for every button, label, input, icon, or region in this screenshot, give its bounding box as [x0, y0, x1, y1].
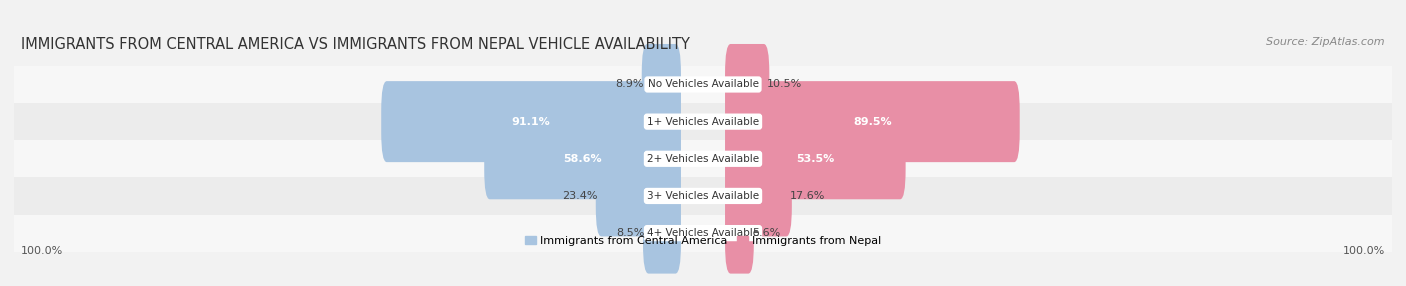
Text: 8.9%: 8.9%	[616, 80, 644, 90]
FancyBboxPatch shape	[725, 118, 905, 199]
Text: 8.5%: 8.5%	[617, 228, 645, 238]
Text: No Vehicles Available: No Vehicles Available	[648, 80, 758, 90]
Text: 23.4%: 23.4%	[562, 191, 598, 201]
Text: IMMIGRANTS FROM CENTRAL AMERICA VS IMMIGRANTS FROM NEPAL VEHICLE AVAILABILITY: IMMIGRANTS FROM CENTRAL AMERICA VS IMMIG…	[21, 37, 690, 52]
Bar	[14, 140, 1392, 177]
Text: 100.0%: 100.0%	[21, 246, 63, 256]
FancyBboxPatch shape	[641, 44, 681, 125]
FancyBboxPatch shape	[643, 192, 681, 274]
Text: 10.5%: 10.5%	[768, 80, 803, 90]
Text: 53.5%: 53.5%	[796, 154, 834, 164]
FancyBboxPatch shape	[725, 192, 754, 274]
FancyBboxPatch shape	[725, 44, 769, 125]
Text: 2+ Vehicles Available: 2+ Vehicles Available	[647, 154, 759, 164]
Text: 5.6%: 5.6%	[752, 228, 780, 238]
Text: 3+ Vehicles Available: 3+ Vehicles Available	[647, 191, 759, 201]
Bar	[14, 103, 1392, 140]
Text: Source: ZipAtlas.com: Source: ZipAtlas.com	[1267, 37, 1385, 47]
Text: 100.0%: 100.0%	[1343, 246, 1385, 256]
FancyBboxPatch shape	[484, 118, 681, 199]
FancyBboxPatch shape	[725, 81, 1019, 162]
Bar	[14, 66, 1392, 103]
FancyBboxPatch shape	[725, 156, 792, 237]
Text: 4+ Vehicles Available: 4+ Vehicles Available	[647, 228, 759, 238]
Bar	[14, 177, 1392, 214]
FancyBboxPatch shape	[381, 81, 681, 162]
Text: 17.6%: 17.6%	[790, 191, 825, 201]
Text: 58.6%: 58.6%	[564, 154, 602, 164]
Text: 91.1%: 91.1%	[512, 117, 551, 127]
Text: 89.5%: 89.5%	[853, 117, 891, 127]
FancyBboxPatch shape	[596, 156, 681, 237]
Legend: Immigrants from Central America, Immigrants from Nepal: Immigrants from Central America, Immigra…	[520, 231, 886, 251]
Text: 1+ Vehicles Available: 1+ Vehicles Available	[647, 117, 759, 127]
Bar	[14, 214, 1392, 252]
